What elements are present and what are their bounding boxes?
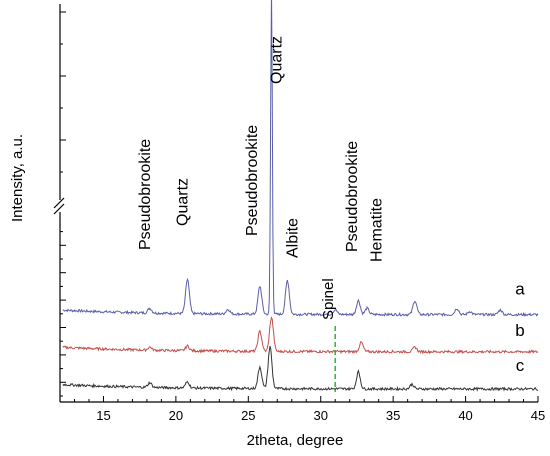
- phase-annotation-albite: Albite: [285, 218, 302, 258]
- x-tick-label: 20: [169, 408, 183, 423]
- x-tick-label: 45: [531, 408, 545, 423]
- x-tick-label: 30: [313, 408, 327, 423]
- series-line-b: [62, 316, 539, 355]
- phase-annotation-pseudobrookite: Pseudobrookite: [344, 141, 361, 252]
- series-layer: a bc: [62, 0, 539, 392]
- x-tick-label: 35: [386, 408, 400, 423]
- x-tick-label: 25: [241, 408, 255, 423]
- phase-annotation-pseudobrookite: Pseudobrookite: [137, 139, 154, 250]
- labels-layer: Pseudobrookite Quartz Pseudobrookite Quartz…: [137, 36, 386, 392]
- phase-annotation-quartz: Quartz: [269, 36, 286, 84]
- axis-break-mark: [53, 197, 65, 209]
- phase-annotation-spinel: Spinel: [320, 278, 337, 320]
- x-axis-label: 2theta, degree: [247, 432, 344, 449]
- axes: 15 20 25 30 35 40 45: [53, 4, 545, 423]
- x-tick-label: 40: [458, 408, 472, 423]
- phase-annotation-quartz: Quartz: [174, 178, 191, 226]
- series-line-c: [62, 345, 538, 392]
- series-line-a: [62, 0, 539, 318]
- series-label-c: c: [516, 356, 525, 375]
- y-axis-label: Intensity, a.u.: [9, 134, 26, 222]
- axis-break-mark: [53, 203, 65, 215]
- x-tick-label: 15: [96, 408, 110, 423]
- series-label-a: a: [515, 280, 525, 299]
- series-label-b: b: [515, 321, 524, 340]
- phase-annotation-hematite: Hematite: [369, 198, 386, 262]
- phase-annotation-pseudobrookite: Pseudobrookite: [244, 125, 261, 236]
